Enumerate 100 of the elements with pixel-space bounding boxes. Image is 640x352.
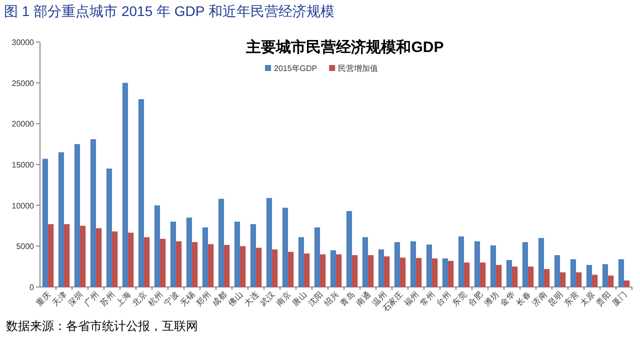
y-tick-label: 20000	[12, 120, 35, 129]
bar	[368, 255, 374, 287]
bar	[416, 258, 422, 287]
bar	[512, 266, 518, 287]
bar	[272, 249, 278, 287]
bar	[80, 226, 86, 287]
x-tick-label: 合肥	[466, 290, 484, 308]
bar	[240, 246, 246, 287]
bar	[282, 208, 288, 287]
bar	[554, 255, 560, 287]
bar	[192, 242, 198, 287]
y-tick-label: 10000	[12, 201, 35, 210]
x-tick-label: 济南	[530, 290, 548, 308]
x-tick-label: 台州	[434, 290, 452, 308]
x-tick-label: 昆明	[546, 290, 564, 308]
x-tick-label: 东莞	[450, 290, 468, 308]
bar	[288, 252, 294, 287]
bar	[320, 254, 326, 287]
legend-label: 民营增加值	[338, 64, 378, 73]
bar	[186, 218, 192, 287]
bar	[362, 237, 368, 287]
bar	[544, 269, 550, 287]
x-tick-label: 长春	[514, 290, 532, 308]
bar	[608, 276, 614, 287]
bar	[378, 249, 384, 287]
chart-subtitle: 主要城市民营经济规模和GDP	[245, 38, 444, 56]
bar	[160, 238, 166, 287]
y-tick-label: 15000	[12, 160, 35, 170]
y-tick-label: 5000	[16, 242, 35, 252]
x-tick-label: 佛山	[226, 290, 244, 308]
x-tick-label: 南京	[274, 290, 292, 308]
bar	[618, 259, 624, 287]
bar	[560, 272, 566, 287]
bar	[352, 255, 358, 287]
legend-label: 2015年GDP	[274, 64, 318, 73]
x-tick-label: 无锡	[178, 290, 196, 308]
x-tick-label: 郑州	[194, 290, 212, 308]
bar	[458, 236, 464, 287]
bar	[58, 152, 64, 287]
chart-title: 图 1 部分重点城市 2015 年 GDP 和近年民营经济规模	[4, 3, 334, 19]
x-tick-label: 太原	[578, 290, 596, 308]
bar	[298, 237, 304, 287]
bar	[96, 228, 102, 287]
x-tick-label: 武汉	[258, 290, 276, 308]
bar	[522, 242, 528, 287]
x-tick-label: 苏州	[98, 290, 116, 308]
bar	[234, 222, 240, 287]
bar	[202, 227, 208, 287]
x-tick-label: 绍兴	[322, 290, 340, 308]
bar	[138, 99, 144, 287]
bar	[384, 256, 390, 287]
bar	[176, 241, 182, 287]
bar	[400, 258, 406, 287]
x-tick-label: 天津	[50, 290, 68, 308]
x-tick-label: 福州	[402, 290, 420, 308]
bar	[224, 244, 230, 287]
bar	[314, 227, 320, 287]
bar	[122, 82, 128, 287]
bar	[208, 244, 214, 287]
bar	[128, 232, 134, 287]
bar	[410, 241, 416, 287]
y-tick-label: 25000	[12, 78, 35, 88]
bar	[218, 198, 224, 287]
bar	[474, 241, 480, 287]
x-tick-label: 广州	[82, 290, 100, 308]
bar	[506, 260, 512, 287]
bar	[528, 266, 534, 287]
x-tick-label: 深圳	[66, 290, 84, 308]
bar	[64, 224, 70, 287]
x-tick-label: 大连	[242, 290, 260, 308]
x-tick-label: 上海	[114, 290, 132, 308]
bar	[144, 237, 150, 287]
bar	[426, 244, 432, 287]
x-tick-label: 南通	[354, 290, 372, 308]
bar	[442, 258, 448, 287]
bar	[42, 158, 48, 287]
bar	[448, 260, 454, 287]
bar	[256, 248, 262, 287]
bar	[432, 258, 438, 287]
x-tick-label: 杭州	[146, 290, 164, 308]
bar	[90, 139, 96, 287]
x-tick-label: 东营	[562, 290, 580, 308]
bar	[250, 224, 256, 287]
bar	[538, 238, 544, 287]
bar	[570, 259, 576, 287]
bar	[336, 254, 342, 287]
bar	[170, 222, 176, 287]
x-tick-label: 潍坊	[482, 290, 500, 308]
bar	[112, 231, 118, 287]
x-tick-label: 常州	[418, 290, 436, 308]
x-tick-label: 宁波	[162, 290, 180, 308]
bar	[48, 224, 54, 287]
bar	[304, 254, 310, 287]
x-tick-label: 厦门	[610, 290, 628, 308]
bar	[496, 264, 502, 287]
bar	[266, 198, 272, 287]
bar	[464, 262, 470, 287]
bar	[576, 272, 582, 287]
x-tick-label: 沈阳	[306, 290, 324, 308]
bar	[154, 205, 160, 287]
